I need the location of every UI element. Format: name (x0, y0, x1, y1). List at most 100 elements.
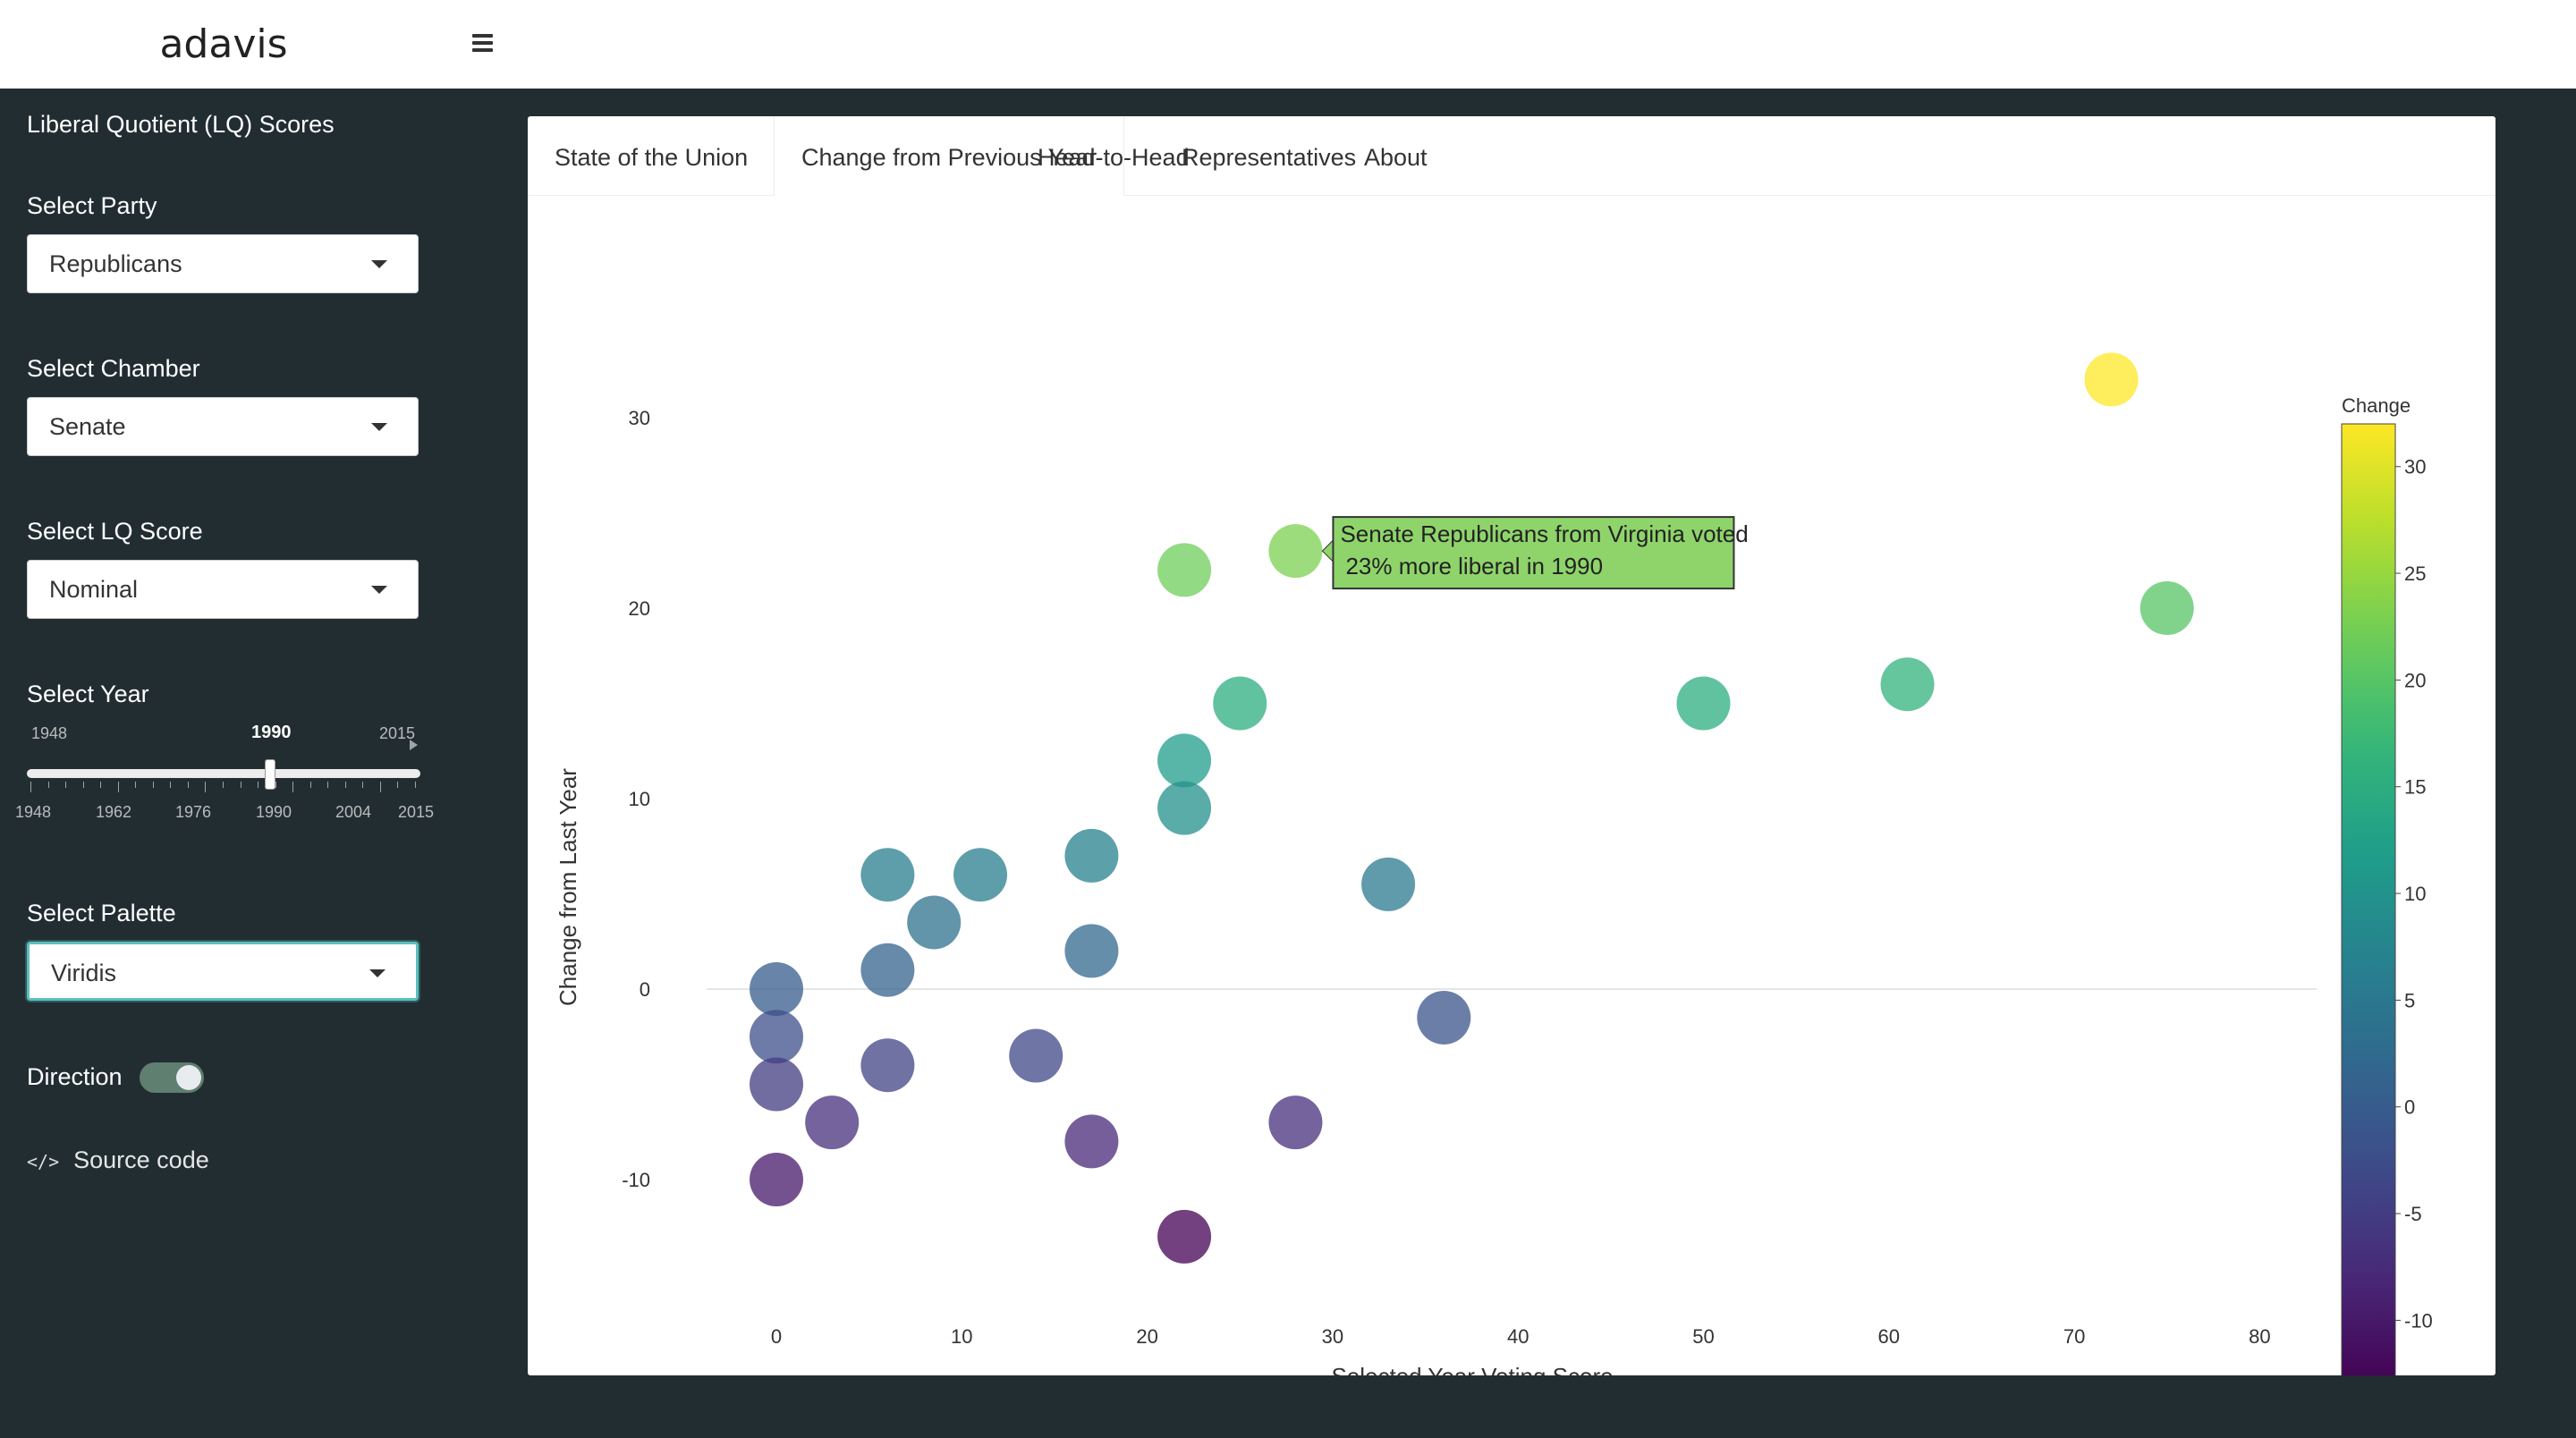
chamber-label: Select Chamber (27, 355, 200, 382)
data-point (1157, 733, 1212, 788)
app-logo[interactable]: adavis (159, 21, 288, 67)
x-tick-label: 50 (1692, 1325, 1714, 1348)
data-point (860, 943, 915, 997)
chevron-down-icon (371, 586, 387, 594)
toggle-knob (176, 1065, 201, 1090)
lq-score-select-value: Nominal (49, 576, 139, 603)
slider-tick (47, 782, 49, 788)
data-point (1676, 676, 1731, 731)
slider-tick (397, 782, 399, 788)
slider-tick (65, 782, 67, 788)
tooltip-pointer (1321, 538, 1334, 563)
slider-tick (275, 782, 276, 788)
tab-state-of-the-union[interactable]: State of the Union (555, 144, 749, 171)
slider-tick (117, 782, 119, 792)
colorbar-tick-label: -5 (2404, 1203, 2422, 1225)
code-icon: </> (27, 1151, 60, 1172)
slider-tick (223, 782, 224, 788)
tab-change-from-previous-year[interactable]: Change from Previous Year (774, 116, 1125, 196)
party-select-value: Republicans (49, 250, 182, 277)
direction-toggle[interactable] (140, 1062, 204, 1093)
top-header: adavis (0, 0, 2576, 89)
data-point (1417, 990, 1471, 1045)
slider-tick-label: 2004 (335, 803, 372, 821)
tooltip-box (1332, 516, 1735, 590)
y-tick-label: 0 (640, 978, 650, 1001)
data-point (750, 1010, 803, 1064)
scatter-chart: -10010203001020304050607080Selected Year… (555, 352, 2433, 1375)
slider-tick (379, 782, 381, 792)
colorbar-tick-label: 20 (2404, 669, 2426, 691)
y-tick-label: 30 (629, 407, 650, 429)
slider-tick-label: 1990 (256, 803, 292, 821)
tab-about[interactable]: About (1364, 144, 1428, 171)
source-code-link[interactable]: </> Source code (27, 1146, 209, 1174)
slider-tick (240, 782, 242, 788)
slider-tick-label: 2015 (398, 803, 435, 821)
data-point (953, 848, 1008, 902)
year-slider-min: 1948 (31, 724, 68, 742)
x-tick-label: 20 (1136, 1325, 1157, 1348)
slider-tick (170, 782, 172, 788)
colorbar-title: Change (2342, 394, 2411, 417)
data-point (1157, 543, 1212, 597)
data-point (805, 1095, 860, 1150)
y-axis-title: Change from Last Year (555, 768, 581, 1006)
data-point (750, 962, 803, 1016)
main-panel: State of the Union Change from Previous Y… (528, 116, 2496, 1375)
chevron-down-icon (371, 260, 387, 268)
data-point (860, 1038, 915, 1093)
chamber-select[interactable]: Senate (27, 397, 419, 456)
hamburger-menu-icon[interactable] (467, 29, 503, 61)
y-tick-label: 10 (629, 788, 650, 810)
year-slider-track[interactable] (27, 769, 420, 778)
slider-tick (135, 782, 137, 788)
chevron-down-icon (369, 969, 386, 977)
sidebar: Liberal Quotient (LQ) Scores Select Part… (0, 89, 519, 1438)
lq-score-select[interactable]: Nominal (27, 560, 419, 619)
x-tick-label: 70 (2063, 1325, 2085, 1348)
colorbar-tick-label: 15 (2404, 776, 2426, 799)
data-point (1009, 1028, 1063, 1083)
year-label: Select Year (27, 681, 149, 707)
x-tick-label: 0 (771, 1325, 782, 1348)
lq-score-label: Select LQ Score (27, 518, 203, 545)
slider-tick (30, 782, 31, 792)
play-icon[interactable] (410, 740, 418, 750)
x-tick-label: 10 (951, 1325, 972, 1348)
source-code-label: Source code (73, 1146, 209, 1173)
tab-bar: State of the Union Change from Previous Y… (528, 116, 2496, 196)
tooltip-line-2: 23% more liberal in 1990 (1345, 553, 1603, 579)
tab-representatives[interactable]: Representatives (1182, 144, 1357, 171)
data-point (1880, 657, 1935, 712)
data-point (1213, 676, 1267, 731)
y-tick-label: 20 (629, 597, 650, 620)
y-tick-label: -10 (622, 1169, 650, 1191)
data-point (2140, 581, 2194, 635)
sidebar-title: Liberal Quotient (LQ) Scores (27, 111, 335, 138)
tab-head-to-head[interactable]: Head-to-Head (1038, 144, 1190, 171)
data-point (1157, 781, 1212, 835)
data-point (1157, 1209, 1212, 1264)
data-point (1268, 1095, 1323, 1150)
slider-tick-label: 1962 (96, 803, 132, 821)
slider-tick-label: 1976 (175, 803, 212, 821)
x-tick-label: 80 (2249, 1325, 2270, 1348)
palette-select[interactable]: Viridis (27, 942, 419, 1001)
chevron-down-icon (371, 423, 387, 431)
direction-label: Direction (27, 1063, 123, 1090)
party-select[interactable]: Republicans (27, 234, 419, 293)
tooltip-line-1: Senate Republicans from Virginia voted (1340, 520, 1748, 547)
x-tick-label: 30 (1322, 1325, 1343, 1348)
year-slider-ticks (30, 782, 416, 792)
data-point (1064, 828, 1119, 883)
data-point (1268, 524, 1323, 579)
data-point (2084, 352, 2139, 407)
colorbar-tick-label: 10 (2404, 883, 2426, 905)
slider-tick (187, 782, 189, 788)
slider-tick (362, 782, 364, 788)
slider-tick (344, 782, 346, 788)
year-slider-value: 1990 (251, 723, 292, 742)
year-slider-handle[interactable] (265, 759, 275, 790)
data-point (907, 895, 962, 950)
